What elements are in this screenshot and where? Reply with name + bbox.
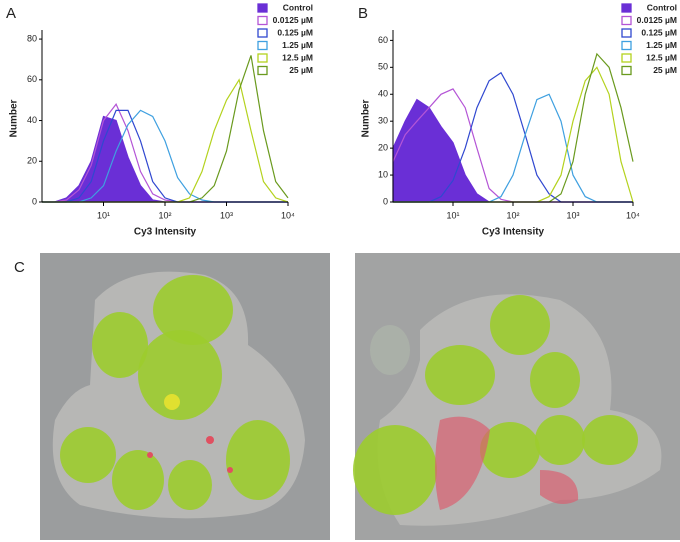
- legend-swatch: [621, 65, 632, 76]
- y-tick-label: 60: [378, 35, 388, 45]
- legend-swatch: [621, 3, 632, 13]
- x-axis-label: Cy3 Intensity: [134, 227, 197, 238]
- legend-label: 0.125 µM: [277, 27, 313, 37]
- y-axis-label: Number: [9, 100, 20, 138]
- y-tick-label: 60: [27, 74, 37, 84]
- micrograph-right: [353, 253, 680, 540]
- y-tick-label: 40: [378, 89, 388, 99]
- y-tick-label: 20: [378, 143, 388, 153]
- legend-label: 12.5 µM: [646, 52, 677, 62]
- x-axis-label: Cy3 Intensity: [482, 227, 545, 238]
- micrograph-left: [40, 253, 330, 540]
- legend-label: 25 µM: [289, 65, 313, 75]
- legend-swatch: [257, 65, 268, 76]
- legend-swatch: [621, 28, 632, 38]
- y-tick-label: 30: [378, 116, 388, 126]
- legend-label: 0.125 µM: [641, 27, 677, 37]
- legend-label: 1.25 µM: [282, 40, 313, 50]
- y-tick-label: 40: [27, 115, 37, 125]
- legend-label: 12.5 µM: [282, 52, 313, 62]
- legend-label: 0.0125 µM: [273, 15, 313, 25]
- legend-swatch: [621, 53, 632, 63]
- legend-swatch: [257, 40, 268, 51]
- x-tick-label: 10³: [566, 210, 579, 220]
- x-tick-label: 10⁴: [281, 210, 295, 220]
- legend-label: 1.25 µM: [646, 40, 677, 50]
- x-tick-label: 10¹: [446, 210, 459, 220]
- x-tick-label: 10⁴: [626, 210, 640, 220]
- legend-label: 0.0125 µM: [637, 15, 677, 25]
- legend-swatch: [621, 15, 632, 26]
- y-tick-label: 20: [27, 156, 37, 166]
- panel-label: A: [6, 5, 16, 22]
- x-tick-label: 10³: [220, 210, 233, 220]
- y-tick-label: 10: [378, 169, 388, 179]
- panel-label: C: [14, 259, 25, 276]
- legend-label: 25 µM: [653, 65, 677, 75]
- legend-swatch: [257, 28, 268, 38]
- legend-swatch: [257, 53, 268, 63]
- y-tick-label: 50: [378, 62, 388, 72]
- y-tick-label: 0: [32, 196, 37, 206]
- y-axis-label: Number: [361, 100, 372, 138]
- x-tick-label: 10¹: [97, 210, 110, 220]
- legend-label: Control: [283, 2, 313, 12]
- y-tick-label: 80: [27, 33, 37, 43]
- x-tick-label: 10²: [158, 210, 171, 220]
- histogram-area: [392, 98, 633, 203]
- legend-swatch: [621, 40, 632, 51]
- x-tick-label: 10²: [506, 210, 519, 220]
- legend-swatch: [257, 3, 268, 13]
- legend-label: Control: [647, 2, 677, 12]
- legend-swatch: [257, 15, 268, 26]
- y-tick-label: 0: [383, 196, 388, 206]
- panel-label: B: [358, 5, 368, 22]
